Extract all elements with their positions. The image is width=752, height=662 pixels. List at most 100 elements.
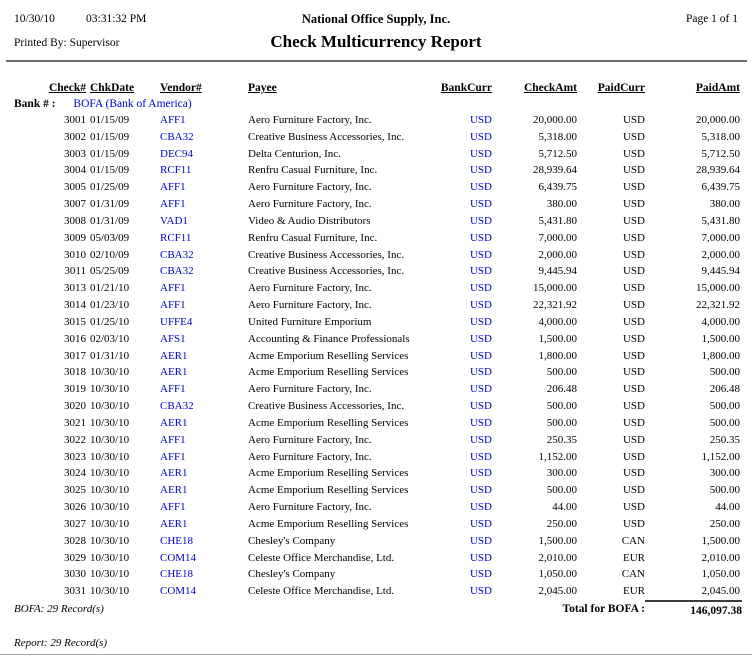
printed-by-label: Printed By: — [14, 37, 67, 49]
cell-chk-date: 01/15/09 — [90, 130, 130, 143]
cell-payee: Acme Emporium Reselling Services — [248, 416, 409, 429]
cell-bank-curr: USD — [469, 265, 492, 278]
cell-check-amt: 206.48 — [546, 383, 577, 396]
table-row: 3016 02/03/10 AFS1 Accounting & Finance … — [14, 331, 740, 348]
cell-paid-curr: USD — [622, 315, 645, 328]
cell-check-amt: 1,152.00 — [538, 450, 578, 463]
cell-bank-curr: USD — [469, 467, 492, 480]
cell-vendor-link[interactable]: CBA32 — [160, 248, 194, 261]
cell-vendor-link[interactable]: COM14 — [160, 585, 197, 598]
cell-vendor-link[interactable]: AER1 — [160, 484, 188, 497]
bank-group-row: Bank # : BOFA (Bank of America) — [14, 98, 192, 110]
cell-vendor-link[interactable]: CBA32 — [160, 400, 194, 413]
cell-vendor-link[interactable]: AFS1 — [160, 332, 186, 345]
table-row: 3005 01/25/09 AFF1 Aero Furniture Factor… — [14, 179, 740, 196]
cell-check-amt: 500.00 — [546, 416, 577, 429]
table-row: 3015 01/25/10 UFFE4 United Furniture Emp… — [14, 314, 740, 331]
cell-paid-curr: USD — [622, 383, 645, 396]
cell-chk-date: 10/30/10 — [90, 400, 130, 413]
cell-bank-curr: USD — [469, 299, 492, 312]
cell-vendor-link[interactable]: VAD1 — [160, 214, 188, 227]
cell-vendor-link[interactable]: CBA32 — [160, 265, 194, 278]
cell-check-amt: 2,045.00 — [538, 585, 578, 598]
cell-vendor-link[interactable]: AER1 — [160, 416, 188, 429]
cell-check-no: 3017 — [64, 349, 86, 362]
cell-chk-date: 01/31/09 — [90, 214, 130, 227]
cell-payee: Aero Furniture Factory, Inc. — [248, 433, 372, 446]
cell-vendor-link[interactable]: DEC94 — [160, 147, 193, 160]
table-row: 3010 02/10/09 CBA32 Creative Business Ac… — [14, 247, 740, 264]
table-row: 3030 10/30/10 CHE18 Chesley's Company US… — [14, 566, 740, 583]
cell-check-no: 3030 — [64, 568, 86, 581]
cell-paid-amt: 380.00 — [709, 198, 740, 211]
cell-vendor-link[interactable]: COM14 — [160, 551, 197, 564]
table-row: 3001 01/15/09 AFF1 Aero Furniture Factor… — [14, 112, 740, 129]
cell-check-no: 3024 — [64, 467, 86, 480]
table-row: 3022 10/30/10 AFF1 Aero Furniture Factor… — [14, 432, 740, 449]
cell-chk-date: 10/30/10 — [90, 416, 130, 429]
cell-check-no: 3007 — [64, 198, 86, 211]
cell-check-amt: 15,000.00 — [533, 282, 577, 295]
table-row: 3019 10/30/10 AFF1 Aero Furniture Factor… — [14, 381, 740, 398]
cell-check-amt: 1,800.00 — [538, 349, 578, 362]
column-header-paid-curr: PaidCurr — [597, 82, 645, 94]
cell-vendor-link[interactable]: AFF1 — [160, 282, 186, 295]
cell-vendor-link[interactable]: AER1 — [160, 366, 188, 379]
cell-payee: Creative Business Accessories, Inc. — [248, 130, 405, 143]
table-row: 3027 10/30/10 AER1 Acme Emporium Reselli… — [14, 516, 740, 533]
cell-check-amt: 2,010.00 — [538, 551, 578, 564]
cell-vendor-link[interactable]: AFF1 — [160, 450, 186, 463]
cell-vendor-link[interactable]: RCF11 — [160, 164, 192, 177]
cell-paid-curr: USD — [622, 400, 645, 413]
cell-paid-amt: 500.00 — [709, 400, 740, 413]
cell-check-amt: 250.35 — [546, 433, 577, 446]
cell-paid-amt: 20,000.00 — [696, 114, 740, 126]
cell-vendor-link[interactable]: AER1 — [160, 467, 188, 480]
cell-bank-curr: USD — [469, 164, 492, 177]
cell-payee: Acme Emporium Reselling Services — [248, 366, 409, 379]
cell-chk-date: 01/15/09 — [90, 164, 130, 177]
cell-bank-curr: USD — [469, 433, 492, 446]
cell-paid-curr: USD — [622, 248, 645, 261]
cell-bank-curr: USD — [469, 568, 492, 581]
cell-vendor-link[interactable]: AFF1 — [160, 114, 186, 126]
cell-vendor-link[interactable]: AFF1 — [160, 383, 186, 396]
cell-vendor-link[interactable]: AFF1 — [160, 181, 186, 194]
cell-check-amt: 1,500.00 — [538, 332, 578, 345]
cell-bank-curr: USD — [469, 400, 492, 413]
cell-check-no: 3016 — [64, 332, 86, 345]
column-header-paid-amt: PaidAmt — [695, 82, 740, 94]
cell-vendor-link[interactable]: AFF1 — [160, 501, 186, 514]
cell-vendor-link[interactable]: CHE18 — [160, 534, 193, 547]
group-total-label: Total for BOFA : — [562, 603, 645, 615]
column-header-bank-curr: BankCurr — [440, 82, 492, 94]
cell-paid-curr: USD — [622, 366, 645, 379]
cell-vendor-link[interactable]: AFF1 — [160, 198, 186, 211]
cell-check-no: 3018 — [64, 366, 86, 379]
cell-paid-amt: 5,712.50 — [701, 147, 741, 160]
table-row: 3013 01/21/10 AFF1 Aero Furniture Factor… — [14, 280, 740, 297]
cell-check-no: 3003 — [64, 147, 86, 160]
cell-payee: Delta Centurion, Inc. — [248, 147, 341, 160]
cell-check-no: 3002 — [64, 130, 86, 143]
cell-bank-curr: USD — [469, 366, 492, 379]
cell-bank-curr: USD — [469, 484, 492, 497]
cell-vendor-link[interactable]: AFF1 — [160, 433, 186, 446]
table-row: 3029 10/30/10 COM14 Celeste Office Merch… — [14, 550, 740, 567]
cell-vendor-link[interactable]: CBA32 — [160, 130, 194, 143]
cell-vendor-link[interactable]: AER1 — [160, 517, 188, 530]
cell-check-amt: 6,439.75 — [538, 181, 578, 194]
cell-vendor-link[interactable]: RCF11 — [160, 231, 192, 244]
column-header-vendor: Vendor# — [160, 82, 202, 94]
cell-paid-amt: 2,045.00 — [701, 585, 741, 598]
cell-vendor-link[interactable]: UFFE4 — [160, 315, 193, 328]
cell-vendor-link[interactable]: CHE18 — [160, 568, 193, 581]
cell-payee: Renfru Casual Furniture, Inc. — [248, 231, 378, 244]
cell-vendor-link[interactable]: AFF1 — [160, 299, 186, 312]
cell-vendor-link[interactable]: AER1 — [160, 349, 188, 362]
cell-check-amt: 500.00 — [546, 484, 577, 497]
cell-paid-curr: USD — [622, 282, 645, 295]
cell-bank-curr: USD — [469, 416, 492, 429]
cell-payee: Acme Emporium Reselling Services — [248, 349, 409, 362]
bank-name-link[interactable]: BOFA (Bank of America) — [73, 98, 192, 110]
